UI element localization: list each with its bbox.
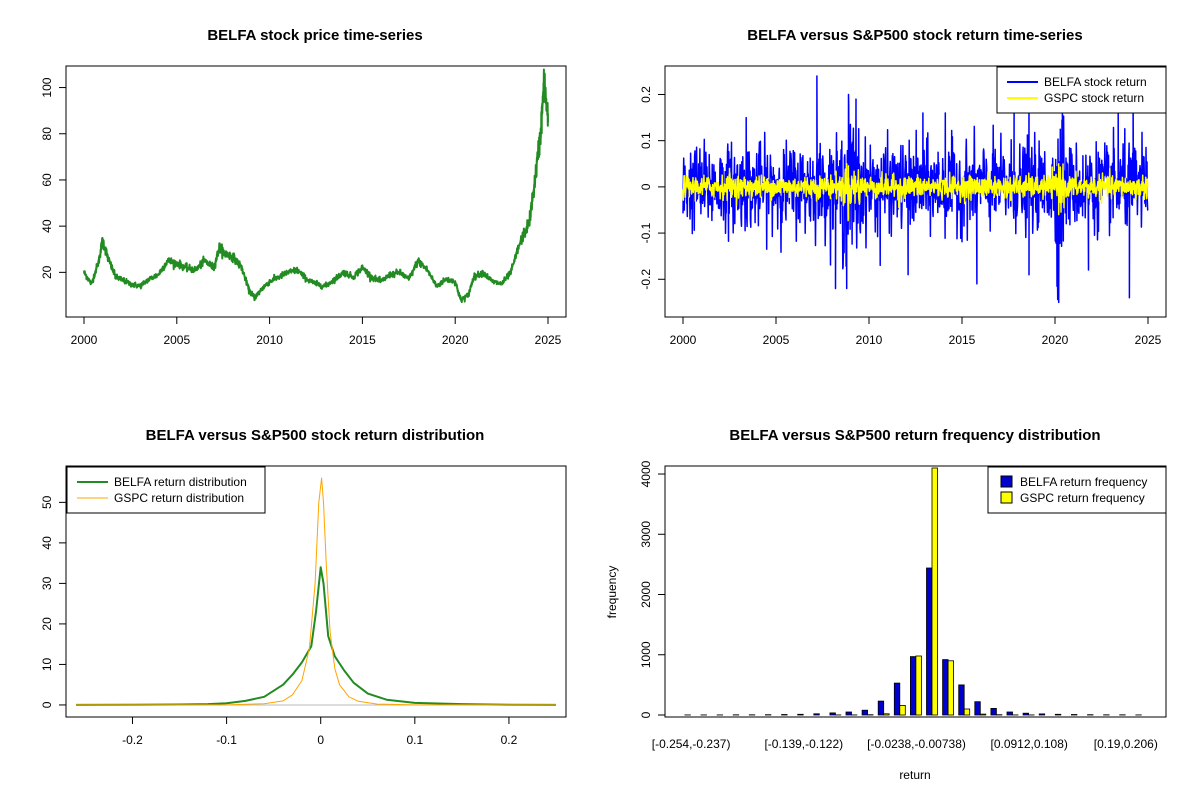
legend-label-belfa: BELFA return frequency	[1020, 475, 1147, 489]
y-tick-label: 4000	[639, 460, 653, 487]
y-tick-label: 100	[40, 77, 54, 97]
x-tick-label: 2010	[256, 333, 283, 347]
belfa-bar	[894, 683, 900, 715]
y-tick-label: 60	[40, 173, 54, 187]
belfa-density-line	[76, 567, 556, 705]
gspc-bar	[916, 656, 922, 715]
y-tick-label: -0.1	[639, 222, 653, 243]
x-tick-label: 2025	[1135, 333, 1162, 347]
return-density-panel: BELFA versus S&P500 stock return distrib…	[40, 427, 566, 747]
belfa-bar	[814, 714, 820, 715]
legend: BELFA stock return GSPC stock return	[997, 67, 1166, 113]
return-frequency-panel: BELFA versus S&P500 return frequency dis…	[605, 427, 1166, 782]
gspc-bar	[964, 709, 970, 715]
x-tick-label: -0.1	[216, 733, 237, 747]
y-tick-label: 0.1	[639, 132, 653, 149]
legend-label-belfa: BELFA return distribution	[114, 475, 247, 489]
y-tick-label: 80	[40, 127, 54, 141]
y-tick-label: 50	[40, 495, 54, 509]
y-tick-label: 0	[639, 711, 653, 718]
belfa-bar	[927, 568, 933, 715]
legend: BELFA return frequency GSPC return frequ…	[988, 467, 1166, 513]
belfa-bar	[991, 708, 997, 715]
y-tick-label: 40	[40, 536, 54, 550]
x-tick-label: 0.1	[406, 733, 423, 747]
x-tick-label: -0.2	[122, 733, 143, 747]
gspc-bar	[884, 714, 890, 715]
y-tick-label: 3000	[639, 521, 653, 548]
y-tick-label: 2000	[639, 581, 653, 608]
belfa-bar	[910, 657, 916, 715]
belfa-bar	[862, 710, 868, 715]
x-axis-label: return	[899, 768, 930, 782]
chart-title: BELFA versus S&P500 return frequency dis…	[729, 427, 1100, 444]
x-category-label: [0.0912,0.108)	[990, 737, 1067, 751]
x-tick-label: 2015	[349, 333, 376, 347]
belfa-bar	[975, 702, 981, 715]
return-timeseries-panel: BELFA versus S&P500 stock return time-se…	[639, 27, 1166, 347]
gspc-bar	[932, 468, 938, 715]
chart-title: BELFA versus S&P500 stock return distrib…	[146, 427, 485, 444]
belfa-bar	[878, 701, 884, 715]
x-tick-label: 2005	[763, 333, 790, 347]
y-tick-label: 20	[40, 617, 54, 631]
x-tick-label: 2010	[856, 333, 883, 347]
legend-swatch-gspc	[1001, 492, 1012, 503]
x-tick-label: 2000	[670, 333, 697, 347]
legend: BELFA return distribution GSPC return di…	[67, 467, 265, 513]
legend-label-belfa: BELFA stock return	[1044, 75, 1147, 89]
gspc-bar	[980, 714, 986, 715]
y-tick-label: 0	[40, 701, 54, 708]
y-tick-label: 1000	[639, 641, 653, 668]
legend-label-gspc: GSPC return frequency	[1020, 491, 1145, 505]
x-tick-label: 2020	[1042, 333, 1069, 347]
legend-box	[988, 467, 1166, 513]
y-tick-label: 0	[639, 183, 653, 190]
legend-box	[67, 467, 265, 513]
legend-swatch-belfa	[1001, 476, 1012, 487]
chart-title: BELFA versus S&P500 stock return time-se…	[747, 27, 1082, 44]
x-category-label: [-0.254,-0.237)	[652, 737, 731, 751]
y-tick-label: 40	[40, 219, 54, 233]
belfa-bar	[943, 660, 949, 715]
legend-label-gspc: GSPC stock return	[1044, 91, 1144, 105]
y-tick-label: 0.2	[639, 86, 653, 103]
x-tick-label: 2025	[535, 333, 562, 347]
belfa-bar	[782, 715, 788, 716]
belfa-bar	[1007, 712, 1013, 715]
belfa-bar	[798, 714, 804, 715]
chart-title: BELFA stock price time-series	[207, 27, 422, 44]
y-tick-label: 20	[40, 265, 54, 279]
belfa-bar	[1039, 714, 1045, 715]
gspc-bar	[948, 661, 954, 715]
legend-label-gspc: GSPC return distribution	[114, 491, 244, 505]
price-line	[84, 70, 548, 303]
x-tick-label: 2005	[163, 333, 190, 347]
y-tick-label: -0.2	[639, 269, 653, 290]
y-tick-label: 10	[40, 657, 54, 671]
x-category-label: [-0.0238,-0.00738)	[867, 737, 966, 751]
x-tick-label: 2020	[442, 333, 469, 347]
x-category-label: [0.19,0.206)	[1094, 737, 1158, 751]
y-tick-label: 30	[40, 576, 54, 590]
x-tick-label: 2015	[949, 333, 976, 347]
x-category-label: [-0.139,-0.122)	[764, 737, 843, 751]
belfa-bar	[1023, 713, 1029, 715]
gspc-bar	[900, 705, 906, 715]
belfa-bar	[1055, 714, 1061, 715]
x-tick-label: 0	[317, 733, 324, 747]
belfa-bar	[1071, 715, 1077, 716]
y-axis-label: frequency	[605, 566, 619, 619]
x-tick-label: 0.2	[501, 733, 518, 747]
belfa-bar	[830, 713, 836, 715]
x-tick-label: 2000	[71, 333, 98, 347]
price-timeseries-panel: BELFA stock price time-series 2000 2005 20…	[40, 27, 566, 347]
belfa-bar	[959, 685, 965, 715]
belfa-bar	[846, 712, 852, 715]
legend-box	[997, 67, 1166, 113]
